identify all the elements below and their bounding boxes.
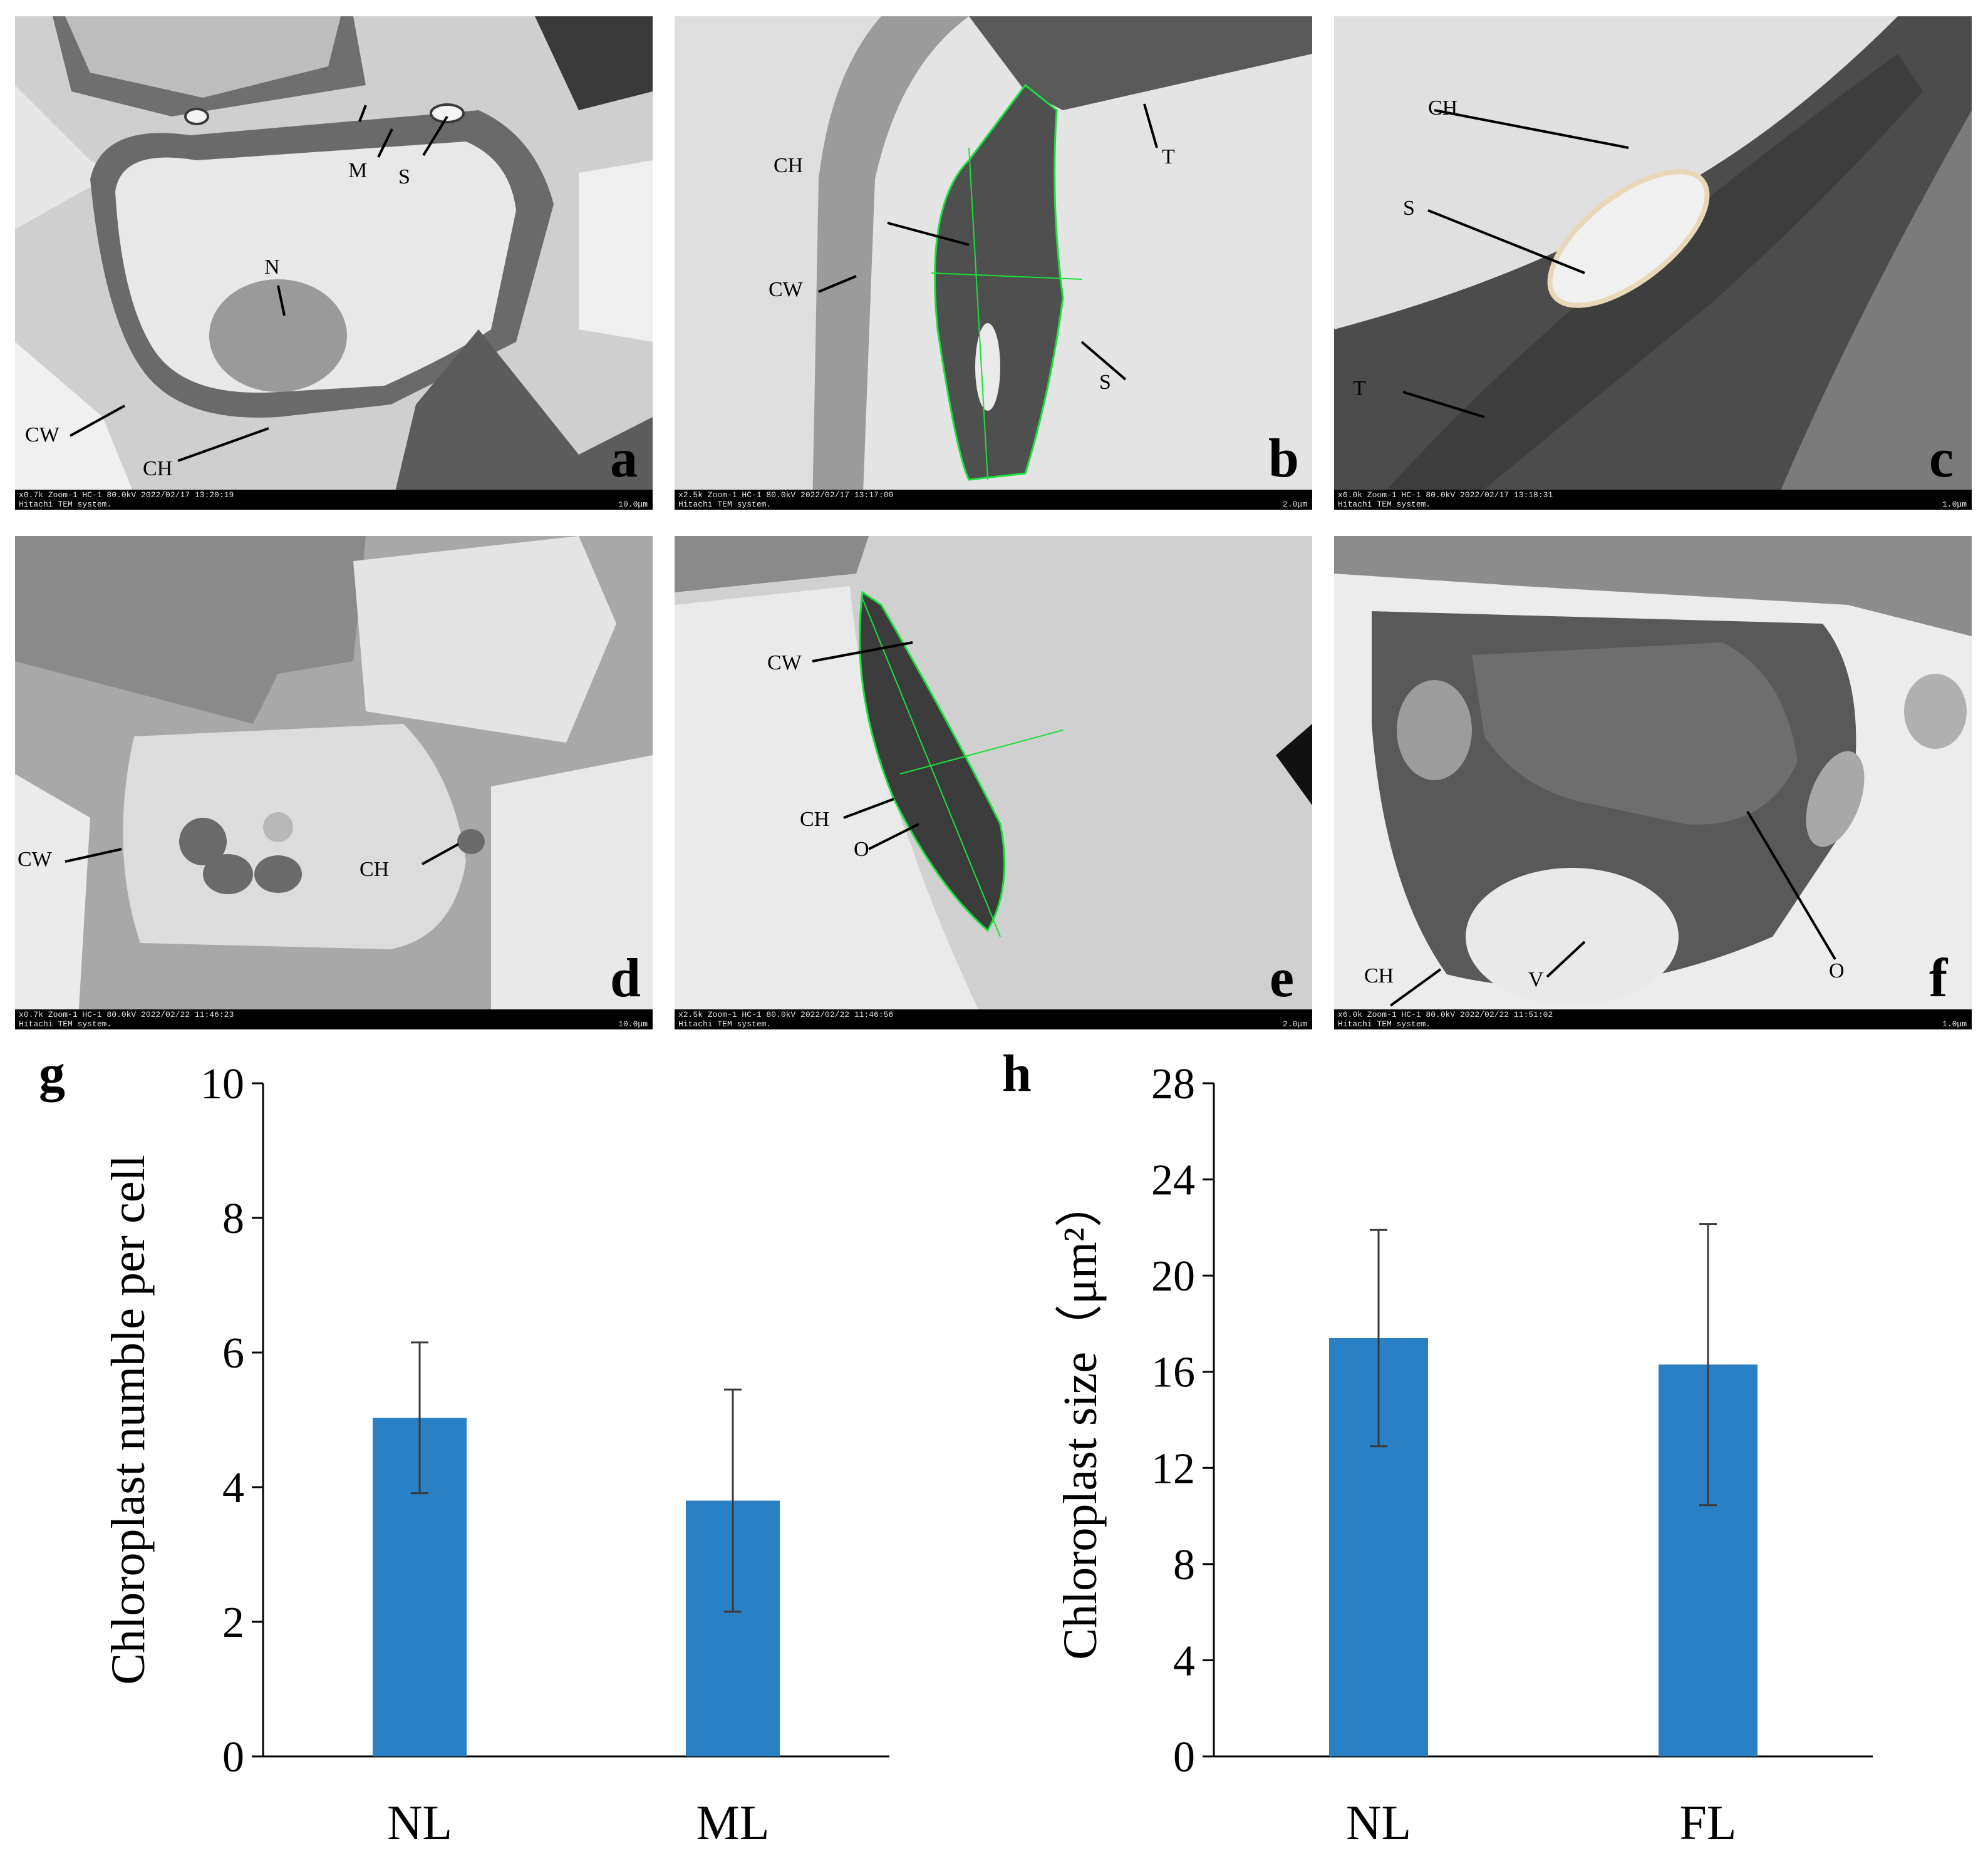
y-tick-label: 28	[1151, 1060, 1195, 1108]
tem-label: O	[854, 838, 869, 861]
y-tick-label: 20	[1151, 1252, 1195, 1301]
tem-scale-text: 2.0μm	[1282, 500, 1307, 509]
tem-info-bar: x2.5k Zoom-1 HC-1 80.0kV 2022/02/17 13:1…	[675, 490, 1312, 510]
y-axis-label: Chloroplast numble per cell	[102, 1155, 155, 1684]
tem-image-b	[675, 16, 1312, 510]
chart-h: h 0 4 8 12 16 20 24 28 NL FL Chloroplast size（μm²）	[977, 1039, 1988, 1866]
tem-image-c	[1334, 16, 1972, 510]
tem-label: CH	[1428, 96, 1458, 120]
x-category-label: ML	[696, 1795, 770, 1850]
tem-image-d	[15, 536, 653, 1029]
tem-label: T	[1162, 145, 1175, 168]
y-tick-label: 24	[1151, 1157, 1195, 1205]
tem-scale-text: 10.0μm	[618, 500, 648, 509]
chart-g: g 0 2 4 6 8 10 NL ML Chloroplast numble per cell	[0, 1039, 977, 1866]
y-tick-label: 4	[1173, 1637, 1195, 1685]
tem-label: N	[264, 255, 280, 279]
panel-letter: f	[1929, 948, 1948, 1009]
panel-letter: b	[1268, 428, 1299, 489]
y-tick-label: 2	[222, 1599, 244, 1647]
tem-info-line: x6.0k Zoom-1 HC-1 80.0kV 2022/02/22 11:5…	[1338, 1010, 1553, 1019]
tem-label: CW	[25, 423, 60, 446]
x-category-label: NL	[387, 1795, 452, 1850]
tem-info-bar: x0.7k Zoom-1 HC-1 80.0kV 2022/02/22 11:4…	[15, 1009, 653, 1029]
tem-scale-text: 10.0μm	[618, 1019, 648, 1029]
tem-panel-a: M S N CW CH a x0.7k Zoom-1 HC-1 80.0kV 2…	[15, 16, 653, 510]
y-tick-label: 8	[222, 1195, 244, 1243]
y-axis-label: Chloroplast size（μm²）	[1054, 1180, 1107, 1659]
tem-label: CH	[800, 808, 830, 831]
tem-info-bar: x6.0k Zoom-1 HC-1 80.0kV 2022/02/22 11:5…	[1334, 1009, 1972, 1029]
tem-info-line: x0.7k Zoom-1 HC-1 80.0kV 2022/02/17 13:2…	[19, 490, 234, 500]
tem-image-a	[15, 16, 653, 510]
tem-info-line: x6.0k Zoom-1 HC-1 80.0kV 2022/02/17 13:1…	[1338, 490, 1553, 500]
y-tick-label: 0	[222, 1733, 244, 1781]
y-tick-label: 12	[1151, 1445, 1195, 1493]
chart-g-svg: 0 2 4 6 8 10 NL ML Chloroplast numble per cell	[102, 1060, 889, 1850]
tem-label: S	[1403, 197, 1415, 220]
tem-info-line: Hitachi TEM system.	[1338, 1019, 1431, 1029]
tem-label: T	[1353, 377, 1366, 400]
panel-letter: c	[1929, 428, 1954, 489]
tem-info-bar: x2.5k Zoom-1 HC-1 80.0kV 2022/02/22 11:4…	[675, 1009, 1312, 1029]
y-tick-label: 6	[222, 1329, 244, 1378]
tem-info-line: Hitachi TEM system.	[19, 500, 112, 509]
tem-label: CW	[18, 848, 52, 871]
y-tick-label: 8	[1173, 1541, 1195, 1589]
tem-scale-text: 1.0μm	[1942, 500, 1967, 509]
panel-letter: a	[610, 428, 638, 489]
chart-panel-letter: g	[39, 1044, 65, 1103]
x-category-label: NL	[1346, 1795, 1411, 1850]
y-tick-label: 4	[222, 1464, 244, 1512]
chart-h-svg: 0 4 8 12 16 20 24 28 NL FL Chloroplast size（μm²）	[1054, 1060, 1873, 1850]
tem-image-e	[675, 536, 1312, 1029]
tem-label: V	[1528, 968, 1544, 991]
tem-label: CH	[143, 457, 173, 480]
tem-label: CW	[769, 278, 803, 301]
tem-panel-f: CH V O f x6.0k Zoom-1 HC-1 80.0kV 2022/0…	[1334, 536, 1972, 1029]
tem-panel-b: CH CW T S b x2.5k Zoom-1 HC-1 80.0kV 202…	[675, 16, 1312, 510]
panel-letter: d	[610, 948, 641, 1009]
tem-panel-c: CH S T c x6.0k Zoom-1 HC-1 80.0kV 2022/0…	[1334, 16, 1972, 510]
tem-info-line: x2.5k Zoom-1 HC-1 80.0kV 2022/02/17 13:1…	[678, 490, 894, 500]
y-tick-label: 0	[1173, 1733, 1195, 1781]
x-category-label: FL	[1679, 1795, 1736, 1850]
tem-scale-text: 1.0μm	[1942, 1019, 1967, 1029]
tem-label: CW	[767, 651, 802, 674]
y-tick-label: 16	[1151, 1349, 1195, 1397]
tem-info-bar: x0.7k Zoom-1 HC-1 80.0kV 2022/02/17 13:2…	[15, 490, 653, 510]
panel-letter: e	[1270, 948, 1295, 1009]
tem-image-f	[1334, 536, 1972, 1029]
tem-info-line: Hitachi TEM system.	[678, 500, 772, 509]
tem-info-bar: x6.0k Zoom-1 HC-1 80.0kV 2022/02/17 13:1…	[1334, 490, 1972, 510]
tem-panel-e: CW CH O e x2.5k Zoom-1 HC-1 80.0kV 2022/…	[675, 536, 1312, 1029]
tem-label: S	[398, 165, 410, 188]
tem-info-line: Hitachi TEM system.	[1338, 500, 1431, 509]
tem-label: CH	[774, 154, 804, 177]
tem-panel-d: CW CH d x0.7k Zoom-1 HC-1 80.0kV 2022/02…	[15, 536, 653, 1029]
tem-label: M	[348, 159, 368, 182]
tem-scale-text: 2.0μm	[1282, 1019, 1307, 1029]
tem-info-line: Hitachi TEM system.	[678, 1019, 772, 1029]
tem-label: O	[1829, 959, 1845, 982]
tem-info-line: x2.5k Zoom-1 HC-1 80.0kV 2022/02/22 11:4…	[678, 1010, 894, 1019]
chart-panel-letter: h	[1002, 1044, 1032, 1103]
tem-info-line: Hitachi TEM system.	[19, 1019, 112, 1029]
y-tick-label: 10	[200, 1060, 244, 1108]
tem-label: S	[1099, 371, 1111, 394]
tem-info-line: x0.7k Zoom-1 HC-1 80.0kV 2022/02/22 11:4…	[19, 1010, 234, 1019]
tem-label: CH	[1364, 964, 1394, 987]
tem-label: CH	[360, 858, 390, 881]
